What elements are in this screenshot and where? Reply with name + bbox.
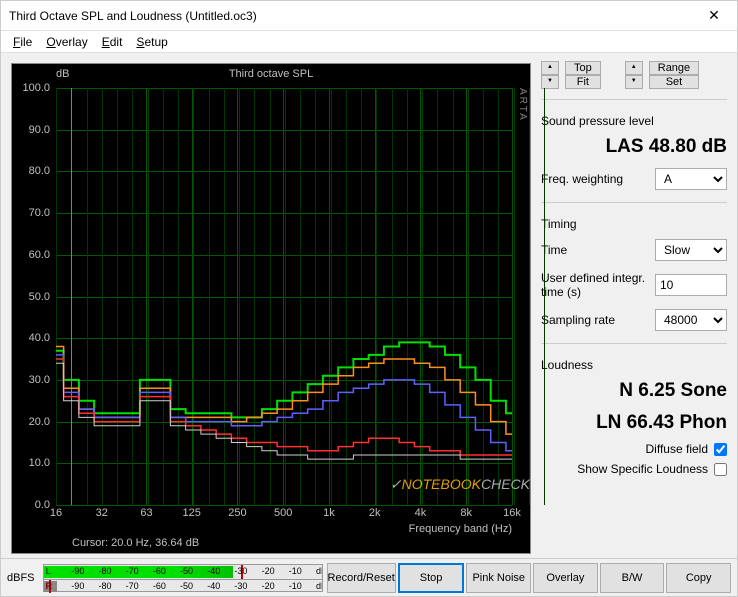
- top-down-button[interactable]: ▼: [541, 75, 559, 89]
- diffuse-label: Diffuse field: [646, 442, 708, 456]
- sidebar: ▲ ▼ Top Fit ▲ ▼ Range Set Sound pressu: [537, 53, 737, 558]
- loudness-label: Loudness: [541, 358, 727, 372]
- stop-button[interactable]: Stop: [398, 563, 465, 593]
- spl-label: Sound pressure level: [541, 114, 727, 128]
- x-axis-title: Frequency band (Hz): [409, 523, 512, 535]
- top-button[interactable]: Top: [565, 61, 601, 75]
- range-down-button[interactable]: ▼: [625, 75, 643, 89]
- menubar: File Overlay Edit Setup: [1, 31, 737, 53]
- chart-title: Third octave SPL: [229, 68, 313, 80]
- record-button[interactable]: Record/Reset: [327, 563, 396, 593]
- integr-label: User defined integr. time (s): [541, 271, 649, 299]
- meter-right: R -90-80-70-60-50-40-30-20-10dB: [44, 579, 322, 593]
- meter-left: L -90-80-70-60-50-40-30-20-10dB: [44, 565, 322, 579]
- window-title: Third Octave SPL and Loudness (Untitled.…: [9, 9, 699, 23]
- bottom-bar: dBFS L -90-80-70-60-50-40-30-20-10dB R -…: [1, 558, 737, 596]
- timing-label: Timing: [541, 217, 727, 231]
- n-value: N 6.25 Sone: [541, 380, 727, 402]
- y-axis-labels: 0.010.020.030.040.050.060.070.080.090.01…: [16, 88, 52, 505]
- button-row: Record/Reset Stop Pink Noise Overlay B/W…: [327, 563, 731, 593]
- fit-button[interactable]: Fit: [565, 75, 601, 89]
- set-button[interactable]: Set: [649, 75, 699, 89]
- menu-setup[interactable]: Setup: [130, 33, 173, 51]
- chart-area: dB Third octave SPL ARTA 0.010.020.030.0…: [1, 53, 537, 558]
- cursor-readout: Cursor: 20.0 Hz, 36.64 dB: [72, 537, 199, 549]
- level-meters: L -90-80-70-60-50-40-30-20-10dB R -90-80…: [43, 564, 323, 592]
- menu-overlay[interactable]: Overlay: [40, 33, 93, 51]
- copy-button[interactable]: Copy: [666, 563, 731, 593]
- menu-file[interactable]: File: [7, 33, 38, 51]
- dbfs-label: dBFS: [7, 572, 35, 584]
- sampling-select[interactable]: 48000: [655, 309, 727, 331]
- freq-weight-select[interactable]: A: [655, 168, 727, 190]
- menu-edit[interactable]: Edit: [96, 33, 129, 51]
- pink-noise-button[interactable]: Pink Noise: [466, 563, 531, 593]
- ln-value: LN 66.43 Phon: [541, 412, 727, 434]
- specific-checkbox[interactable]: [714, 463, 727, 476]
- time-select[interactable]: Slow: [655, 239, 727, 261]
- y-axis-unit: dB: [56, 68, 69, 80]
- time-label: Time: [541, 243, 649, 257]
- overlay-button[interactable]: Overlay: [533, 563, 598, 593]
- freq-weight-label: Freq. weighting: [541, 172, 649, 186]
- top-up-button[interactable]: ▲: [541, 61, 559, 75]
- diffuse-checkbox[interactable]: [714, 443, 727, 456]
- x-axis-labels: 1632631252505001k2k4k8k16k: [56, 507, 512, 521]
- content: dB Third octave SPL ARTA 0.010.020.030.0…: [1, 53, 737, 558]
- range-button[interactable]: Range: [649, 61, 699, 75]
- sampling-label: Sampling rate: [541, 313, 649, 327]
- spl-value: LAS 48.80 dB: [541, 136, 727, 158]
- chart-lines: [56, 88, 512, 505]
- plot-area[interactable]: [56, 88, 512, 505]
- integr-input[interactable]: [655, 274, 727, 296]
- close-button[interactable]: ✕: [699, 7, 729, 24]
- specific-label: Show Specific Loudness: [577, 462, 708, 476]
- titlebar: Third Octave SPL and Loudness (Untitled.…: [1, 1, 737, 31]
- app-window: Third Octave SPL and Loudness (Untitled.…: [0, 0, 738, 597]
- top-controls: ▲ ▼ Top Fit ▲ ▼ Range Set: [541, 61, 727, 89]
- range-up-button[interactable]: ▲: [625, 61, 643, 75]
- arta-label: ARTA: [517, 88, 528, 122]
- chart-box: dB Third octave SPL ARTA 0.010.020.030.0…: [11, 63, 531, 554]
- bw-button[interactable]: B/W: [600, 563, 665, 593]
